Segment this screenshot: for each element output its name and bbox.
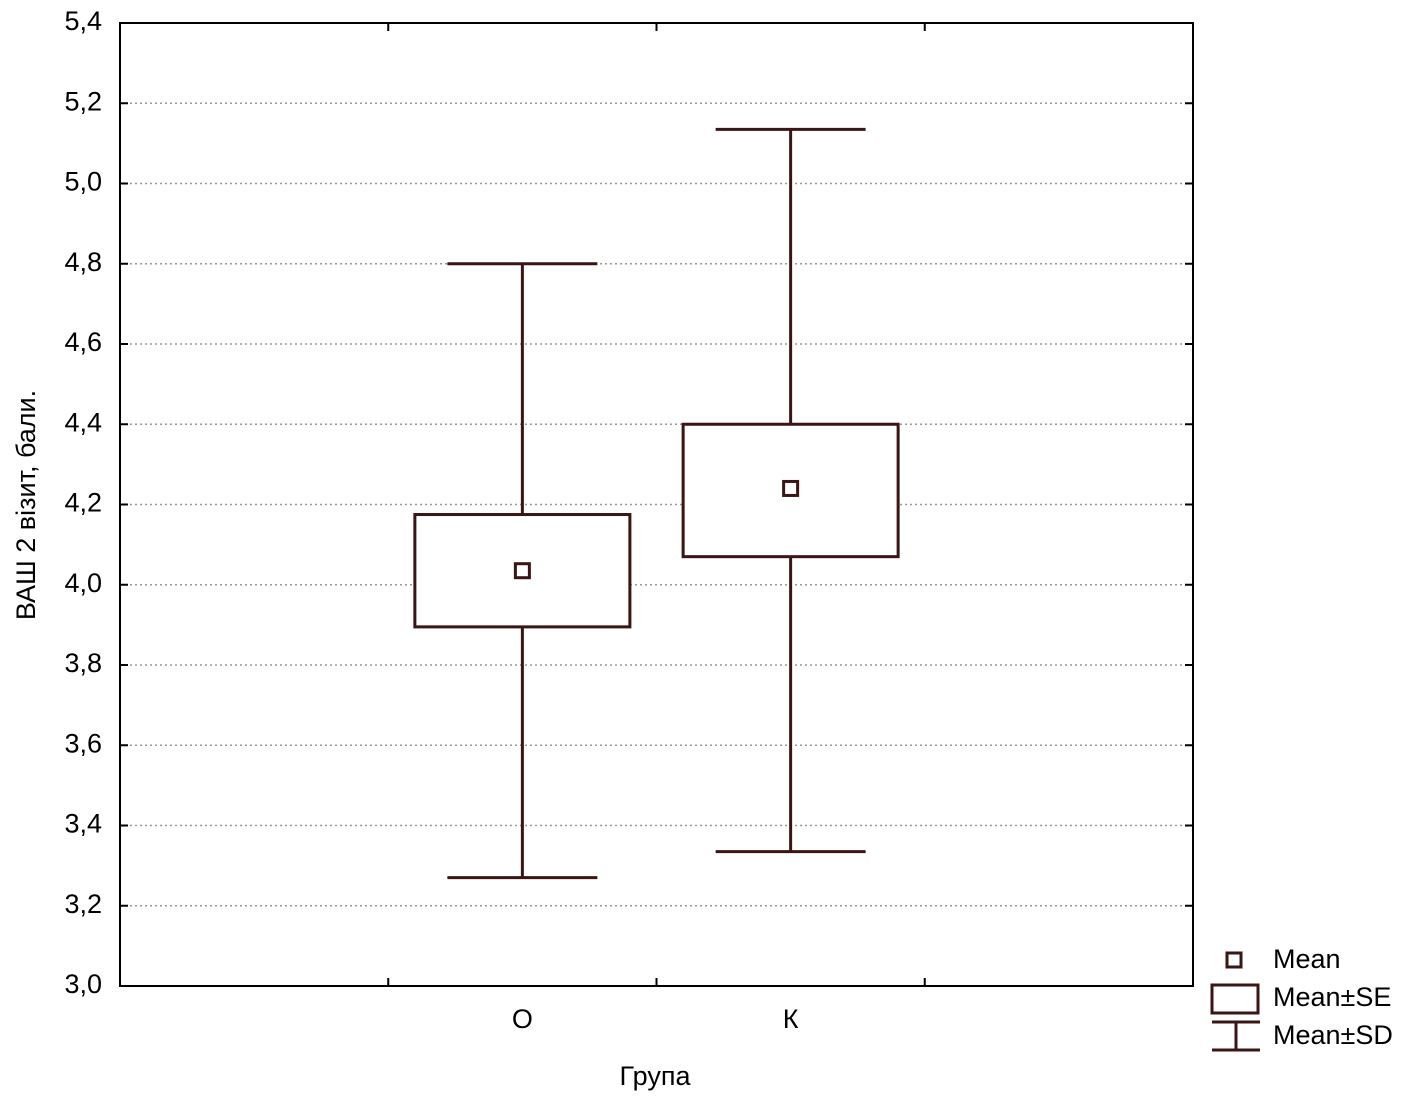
legend-label: Mean±SE — [1273, 982, 1391, 1012]
x-tick-label: О — [512, 1004, 533, 1034]
legend-label: Mean — [1273, 944, 1341, 974]
x-axis-label: Група — [620, 1061, 692, 1091]
y-tick-label: 4,4 — [64, 407, 102, 437]
y-tick-label: 4,8 — [64, 247, 102, 277]
plot-frame — [119, 22, 1194, 987]
mean-marker — [513, 562, 531, 580]
y-tick-label: 4,2 — [64, 488, 102, 518]
y-tick-label: 5,0 — [64, 167, 102, 197]
y-tick-label: 3,4 — [64, 809, 102, 839]
x-tick-label: К — [783, 1004, 799, 1034]
y-tick-label: 3,2 — [64, 889, 102, 919]
legend-se-symbol — [1210, 983, 1260, 1015]
legend-label: Mean±SD — [1273, 1020, 1393, 1050]
y-tick-label: 4,6 — [64, 327, 102, 357]
legend-mean-symbol — [1225, 951, 1243, 969]
mean-marker — [782, 479, 800, 497]
y-tick-label: 3,6 — [64, 728, 102, 758]
y-tick-label: 3,8 — [64, 648, 102, 678]
y-tick-label: 5,2 — [64, 86, 102, 116]
y-tick-label: 5,4 — [64, 6, 102, 36]
y-axis-label: ВАШ 2 візит, бали. — [11, 390, 41, 620]
y-tick-label: 4,0 — [64, 568, 102, 598]
y-tick-label: 3,0 — [64, 969, 102, 999]
